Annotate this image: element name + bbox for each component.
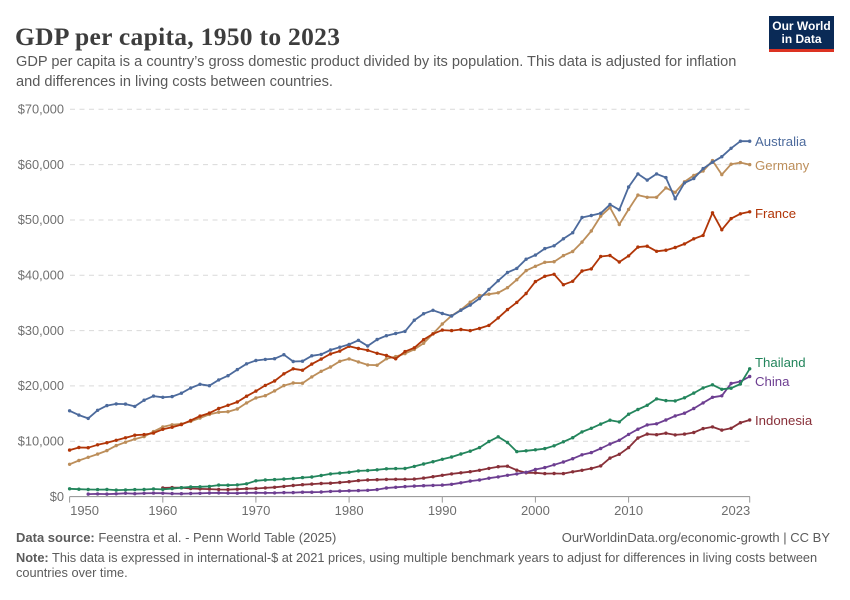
svg-text:$40,000: $40,000 bbox=[18, 268, 64, 283]
svg-text:$30,000: $30,000 bbox=[18, 323, 64, 338]
svg-text:1950: 1950 bbox=[70, 503, 99, 518]
svg-text:$70,000: $70,000 bbox=[18, 102, 64, 117]
svg-text:$60,000: $60,000 bbox=[18, 157, 64, 172]
svg-text:$20,000: $20,000 bbox=[18, 378, 64, 393]
svg-text:2023: 2023 bbox=[721, 503, 750, 518]
svg-text:1990: 1990 bbox=[428, 503, 457, 518]
svg-text:1980: 1980 bbox=[335, 503, 364, 518]
svg-text:2000: 2000 bbox=[521, 503, 550, 518]
svg-text:$10,000: $10,000 bbox=[18, 434, 64, 449]
svg-text:1960: 1960 bbox=[148, 503, 177, 518]
svg-text:2010: 2010 bbox=[614, 503, 643, 518]
svg-text:$50,000: $50,000 bbox=[18, 212, 64, 227]
svg-text:1970: 1970 bbox=[241, 503, 270, 518]
svg-text:$0: $0 bbox=[50, 489, 64, 504]
